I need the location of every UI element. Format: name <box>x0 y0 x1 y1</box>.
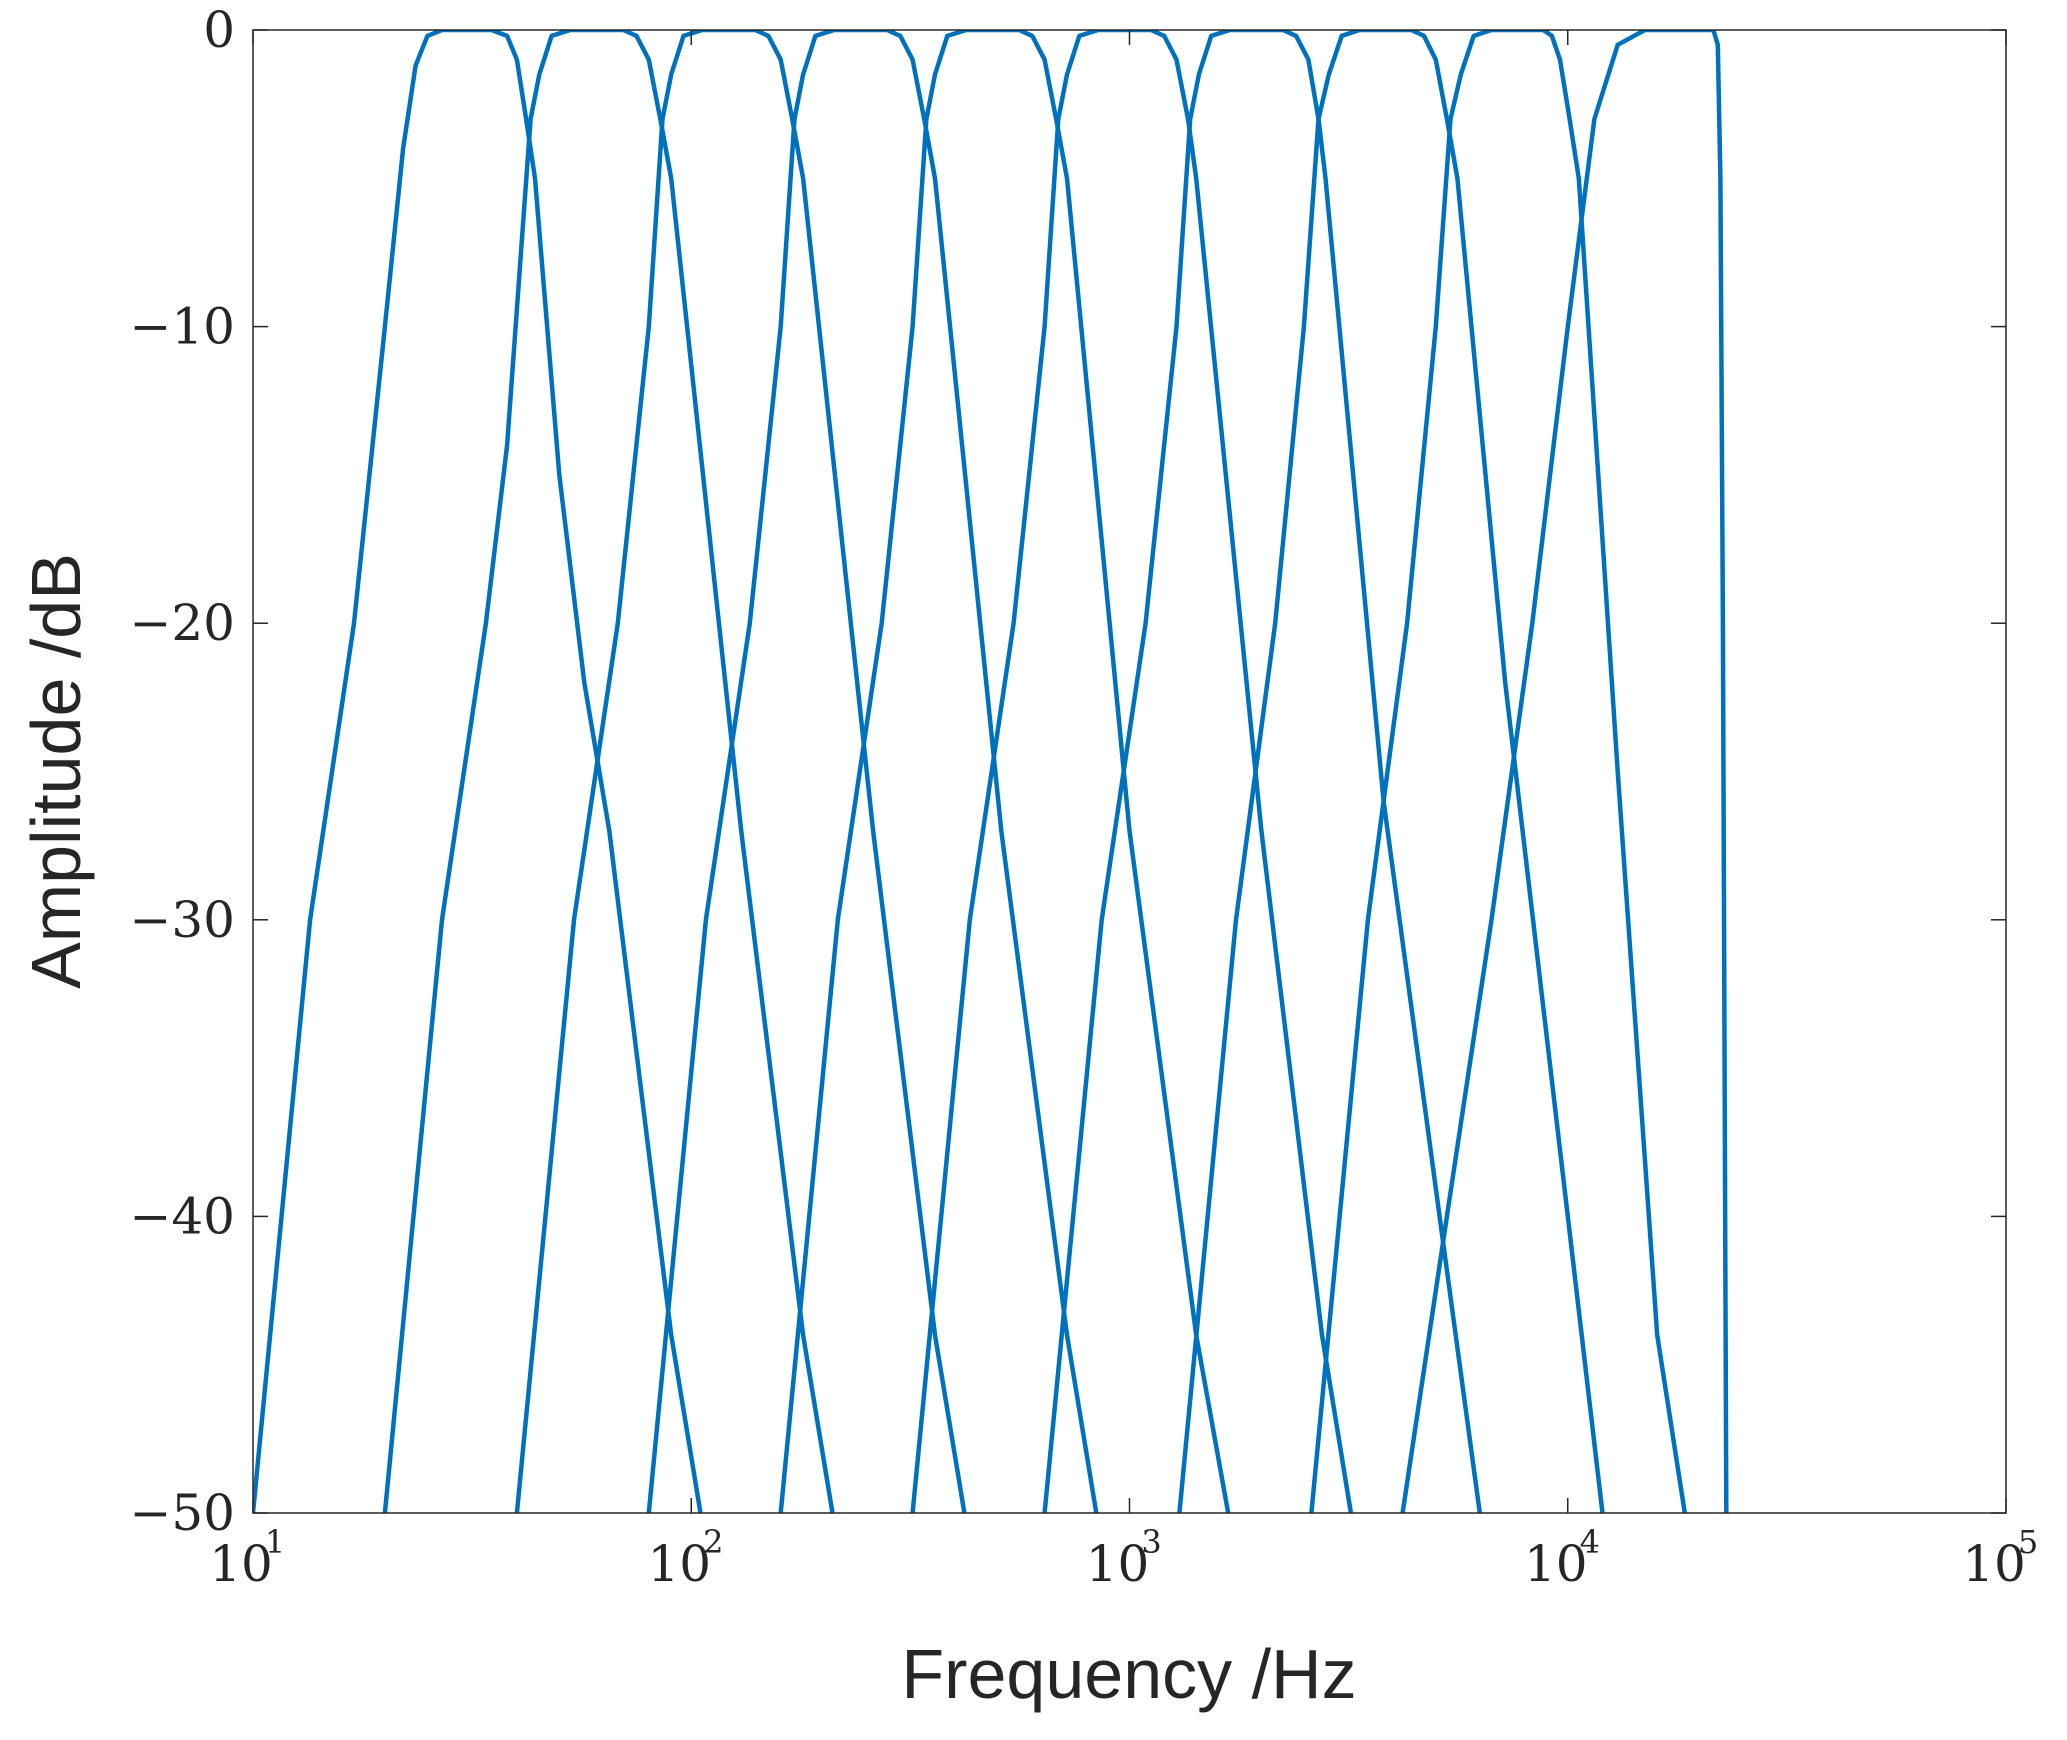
series-line-7 <box>1042 30 1483 1513</box>
series-lines <box>253 30 1729 1513</box>
y-tick-label: −10 <box>129 298 235 356</box>
x-tick-label: 10 <box>209 1535 273 1593</box>
series-line-1 <box>253 30 703 1513</box>
y-tick-label: −50 <box>129 1484 235 1542</box>
series-line-9 <box>1309 30 1688 1513</box>
x-tick-label: 10 <box>1524 1535 1588 1593</box>
y-tick-label: −20 <box>129 594 235 652</box>
y-tick-label: −40 <box>129 1187 235 1245</box>
series-line-10 <box>1400 30 1729 1513</box>
x-tick-exponent: 5 <box>2018 1523 2038 1561</box>
y-tick-label: −30 <box>129 891 235 949</box>
series-line-6 <box>910 30 1354 1513</box>
x-tick-exponent: 1 <box>265 1523 285 1561</box>
plot-frame <box>252 29 2007 1514</box>
x-axis-label: Frequency /Hz <box>901 1635 1356 1713</box>
x-tick-exponent: 4 <box>1580 1523 1600 1561</box>
x-axis-ticks: 101 102 103 104 105 <box>209 30 2038 1593</box>
series-line-5 <box>778 30 1231 1513</box>
x-tick-exponent: 3 <box>1141 1523 1161 1561</box>
y-axis-ticks: 0 −10 −20 −30 −40 −50 <box>129 1 2006 1542</box>
x-tick-label: 10 <box>647 1535 711 1593</box>
x-tick-label: 10 <box>1086 1535 1150 1593</box>
series-line-8 <box>1177 30 1605 1513</box>
x-tick-exponent: 2 <box>703 1523 723 1561</box>
series-line-4 <box>646 30 1099 1513</box>
y-tick-label: 0 <box>203 1 235 59</box>
series-line-2 <box>382 30 835 1513</box>
y-axis-label: Amplitude /dB <box>17 553 95 989</box>
x-tick-label: 10 <box>1962 1535 2026 1593</box>
series-line-3 <box>514 30 967 1513</box>
